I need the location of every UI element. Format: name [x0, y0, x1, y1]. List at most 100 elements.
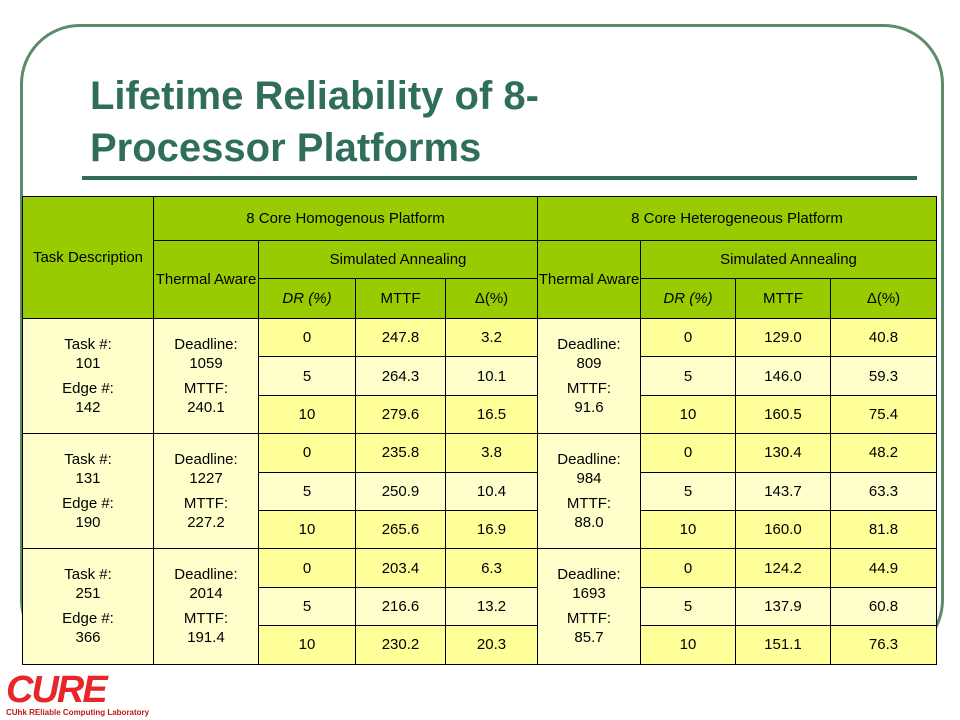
table-cell: 8 Core Homogenous Platform [153, 196, 538, 241]
cell-line: 131 [75, 470, 101, 488]
table-cell: 230.2 [355, 625, 446, 665]
title-rule [82, 176, 917, 180]
table-cell: 59.3 [830, 356, 937, 396]
table-cell: 60.8 [830, 586, 937, 627]
table-cell: 10 [258, 509, 356, 550]
table-row: Task #: 131 Edge #: 190 Deadline: 1227 MTTF: 22… [22, 433, 937, 550]
table-cell: 44.9 [830, 548, 937, 588]
cell-line: MTTF: [566, 380, 612, 398]
cell-line: 809 [576, 355, 602, 373]
table-row: 10 230.2 20.3 10 151.1 76.3 [23, 625, 937, 665]
cell-line: MTTF: [183, 380, 229, 398]
table-cell: 124.2 [735, 548, 831, 588]
table-cell: Task #: 131 Edge #: 190 [22, 433, 154, 550]
table-row: DR (%) MTTF Δ(%) DR (%) MTTF Δ(%) [23, 278, 937, 319]
cell-line: 240.1 [187, 399, 225, 417]
cell-line: 88.0 [574, 514, 604, 532]
table-cell: Simulated Annealing [640, 240, 937, 279]
cell-line: 191.4 [187, 629, 225, 647]
cell-line: 142 [75, 399, 101, 417]
table-cell: 5 [640, 471, 736, 511]
table-cell: DR (%) [640, 278, 736, 319]
table-row: 5 250.9 10.4 5 143.7 63.3 [23, 471, 937, 511]
table-cell: 81.8 [830, 509, 937, 550]
table-cell: 0 [640, 548, 736, 588]
cell-line: 251 [75, 585, 101, 603]
slide-title: Lifetime Reliability of 8- Processor Pla… [90, 70, 539, 174]
table-cell: 6.3 [445, 548, 538, 588]
table-cell: 10 [258, 394, 356, 435]
title-line: Lifetime Reliability of 8- [90, 74, 539, 118]
cell-line: Deadline: [174, 566, 238, 584]
cell-line: 227.2 [187, 514, 225, 532]
table-cell: 279.6 [355, 394, 446, 435]
title-line: Processor Platforms [90, 126, 482, 170]
table-cell: 3.8 [445, 433, 538, 473]
table-cell: 137.9 [735, 586, 831, 627]
table-cell: Δ(%) [445, 278, 538, 319]
table-cell: Thermal Aware [153, 240, 259, 319]
logo-name: CURE [6, 669, 108, 711]
table-cell: 146.0 [735, 356, 831, 396]
cell-line: 1227 [189, 470, 223, 488]
cell-line: 984 [576, 470, 602, 488]
cell-line: MTTF: [566, 495, 612, 513]
table-cell: 8 Core Heterogeneous Platform [537, 196, 937, 241]
table-row: Thermal Aware Simulated Annealing Thermal … [23, 240, 937, 319]
cell-line: 101 [75, 355, 101, 373]
logo-subtitle: CUhk REliable Computing Laboratory [6, 708, 150, 717]
cell-line: Deadline: [174, 336, 238, 354]
cell-line: 2014 [189, 585, 223, 603]
table-cell: 0 [258, 548, 356, 588]
table-cell: Deadline: 984 MTTF: 88.0 [537, 433, 641, 550]
table-cell: 0 [258, 317, 356, 358]
table-cell: Deadline: 809 MTTF: 91.6 [537, 317, 641, 435]
table-cell: 160.0 [735, 509, 831, 550]
cell-line: Edge #: [62, 610, 114, 628]
table-cell: MTTF [735, 278, 831, 319]
table-cell: Δ(%) [830, 278, 937, 319]
cell-line: Task #: [64, 566, 112, 584]
table-cell: 250.9 [355, 471, 446, 511]
cell-line: Edge #: [62, 380, 114, 398]
table-cell: 265.6 [355, 509, 446, 550]
table-row: Task Description 8 Core Homogenous Platfo… [22, 196, 937, 319]
table-cell: MTTF [355, 278, 446, 319]
table-cell: 16.5 [445, 394, 538, 435]
table-cell: 20.3 [445, 625, 538, 665]
table-cell: Deadline: 1693 MTTF: 85.7 [537, 548, 641, 665]
table-cell: 10.1 [445, 356, 538, 396]
table-cell: 143.7 [735, 471, 831, 511]
table-cell: Task #: 101 Edge #: 142 [22, 317, 154, 435]
cell-line: 190 [75, 514, 101, 532]
table-cell: 0 [640, 317, 736, 358]
table-cell: 10 [640, 509, 736, 550]
table-cell: 130.4 [735, 433, 831, 473]
cell-line: MTTF: [183, 495, 229, 513]
table-cell: 5 [258, 356, 356, 396]
table-cell: 63.3 [830, 471, 937, 511]
table-cell: Task Description [22, 196, 154, 319]
table-cell: DR (%) [258, 278, 356, 319]
table-cell: 5 [640, 356, 736, 396]
table-cell: Deadline: 2014 MTTF: 191.4 [153, 548, 259, 665]
cell-line: Deadline: [557, 336, 621, 354]
table-cell: 5 [258, 471, 356, 511]
table-cell: 203.4 [355, 548, 446, 588]
table-cell: 5 [640, 586, 736, 627]
table-cell: 5 [258, 586, 356, 627]
cell-line: 85.7 [574, 629, 604, 647]
table-cell: Deadline: 1059 MTTF: 240.1 [153, 317, 259, 435]
table-cell: 151.1 [735, 625, 831, 665]
results-table: Task Description 8 Core Homogenous Platfo… [22, 196, 937, 665]
cell-line: Edge #: [62, 495, 114, 513]
table-cell: 0 [258, 433, 356, 473]
table-row: 5 216.6 13.2 5 137.9 60.8 [23, 586, 937, 627]
table-cell: Simulated Annealing [258, 240, 538, 279]
cell-line: 366 [75, 629, 101, 647]
table-cell: 48.2 [830, 433, 937, 473]
table-cell: 264.3 [355, 356, 446, 396]
table-row: 10 265.6 16.9 10 160.0 81.8 [23, 509, 937, 550]
cell-line: 91.6 [574, 399, 604, 417]
